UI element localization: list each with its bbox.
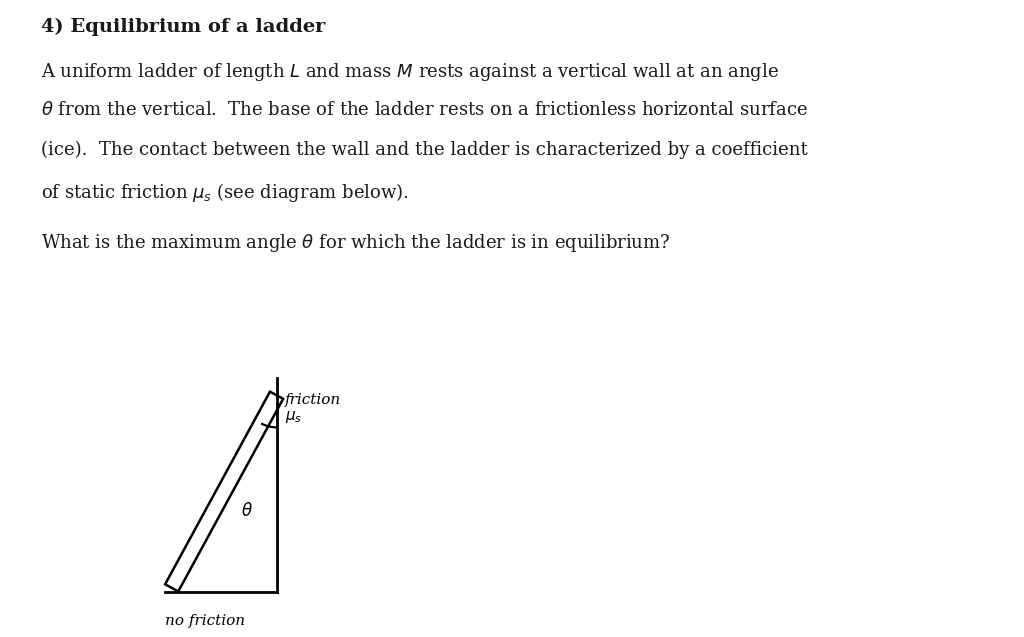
Text: of static friction $\mu_s$ (see diagram below).: of static friction $\mu_s$ (see diagram … (41, 181, 409, 204)
Text: friction
$\mu_s$: friction $\mu_s$ (285, 393, 341, 426)
Text: 4) Equilibrium of a ladder: 4) Equilibrium of a ladder (41, 18, 326, 36)
Text: (ice).  The contact between the wall and the ladder is characterized by a coeffi: (ice). The contact between the wall and … (41, 141, 808, 159)
Text: What is the maximum angle $\theta$ for which the ladder is in equilibrium?: What is the maximum angle $\theta$ for w… (41, 232, 671, 254)
Text: no friction: no friction (165, 613, 246, 627)
Text: A uniform ladder of length $L$ and mass $M$ rests against a vertical wall at an : A uniform ladder of length $L$ and mass … (41, 61, 779, 83)
Text: $\theta$: $\theta$ (241, 502, 253, 520)
Text: $\theta$ from the vertical.  The base of the ladder rests on a frictionless hori: $\theta$ from the vertical. The base of … (41, 101, 808, 118)
